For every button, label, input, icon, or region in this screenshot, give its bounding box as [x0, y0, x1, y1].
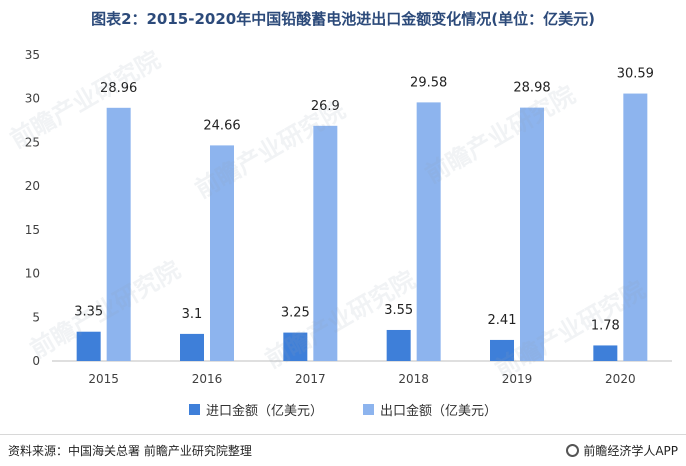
y-tick-label: 25 — [25, 135, 40, 149]
data-label-export: 26.9 — [311, 99, 340, 114]
y-tick-label: 0 — [32, 354, 40, 368]
x-tick-label: 2017 — [295, 372, 326, 386]
bar-export — [313, 125, 338, 362]
data-label-import: 1.78 — [591, 318, 620, 333]
data-label-import: 3.25 — [281, 306, 310, 321]
x-tick-label: 2015 — [88, 372, 119, 386]
bar-export — [623, 93, 648, 361]
bar-import — [76, 331, 101, 361]
y-tick-label: 15 — [25, 223, 40, 237]
y-tick-label: 10 — [25, 267, 40, 281]
bar-export — [520, 107, 544, 361]
bar-export — [210, 145, 234, 361]
y-tick-label: 30 — [25, 92, 40, 106]
bar-import — [180, 333, 204, 361]
data-label-export: 28.98 — [513, 81, 550, 96]
data-label-import: 3.1 — [182, 307, 203, 322]
data-label-export: 28.96 — [100, 81, 137, 96]
data-label-export: 29.58 — [410, 75, 447, 90]
y-tick-label: 35 — [25, 48, 40, 62]
chart-title: 图表2：2015-2020年中国铅酸蓄电池进出口金额变化情况(单位：亿美元) — [91, 10, 595, 28]
legend-label-export: 出口金额（亿美元） — [380, 404, 498, 419]
legend-item-export: 出口金额（亿美元） — [363, 400, 497, 419]
x-tick-label: 2020 — [605, 372, 636, 386]
data-label-export: 24.66 — [203, 118, 240, 133]
legend-swatch-import — [188, 404, 200, 415]
y-tick-label: 5 — [32, 310, 40, 324]
footer: 资料来源：中国海关总署 前瞻产业研究院整理 前瞻经济学人APP — [0, 434, 686, 466]
chart-legend: 进口金额（亿美元） 出口金额（亿美元） — [0, 400, 686, 419]
x-tick-label: 2019 — [502, 372, 533, 386]
bar-import — [490, 339, 514, 361]
bar-export — [416, 102, 441, 361]
legend-item-import: 进口金额（亿美元） — [188, 400, 323, 419]
data-label-import: 2.41 — [488, 313, 517, 328]
bar-import — [386, 329, 411, 361]
bar-import — [283, 332, 308, 361]
source-note: 资料来源：中国海关总署 前瞻产业研究院整理 — [8, 444, 252, 458]
brand-label: 前瞻经济学人APP — [583, 444, 678, 458]
data-label-export: 30.59 — [617, 67, 654, 82]
data-label-import: 3.55 — [384, 303, 413, 318]
legend-label-import: 进口金额（亿美元） — [205, 404, 323, 419]
legend-swatch-export — [363, 404, 374, 415]
bar-chart: 0 5 10 15 20 25 30 35 2015 3.35 28.96 2016 3.1 24.66 2… — [25, 48, 672, 386]
bar-export — [106, 107, 131, 361]
x-tick-label: 2016 — [192, 372, 223, 386]
brand: 前瞻经济学人APP — [566, 442, 678, 459]
y-tick-label: 20 — [25, 179, 40, 193]
bar-import — [593, 345, 618, 361]
data-label-import: 3.35 — [74, 305, 103, 320]
x-tick-label: 2018 — [398, 372, 429, 386]
brand-logo-icon — [566, 444, 580, 457]
